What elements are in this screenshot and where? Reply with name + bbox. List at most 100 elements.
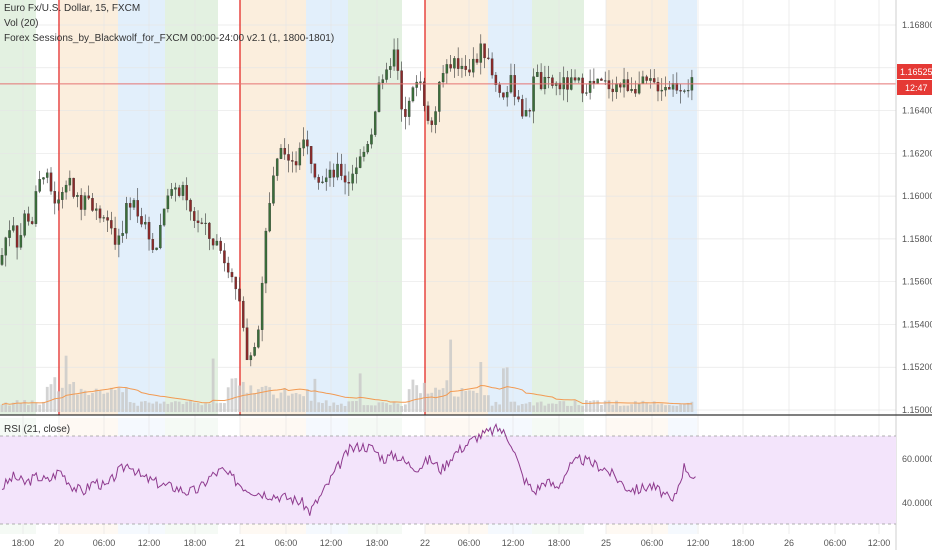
- candle-body[interactable]: [351, 173, 354, 184]
- candle-body[interactable]: [155, 247, 158, 250]
- candle-body[interactable]: [494, 74, 498, 86]
- candle-body[interactable]: [204, 222, 207, 224]
- candle-body[interactable]: [208, 222, 211, 239]
- candle-body[interactable]: [321, 181, 324, 183]
- candle-body[interactable]: [151, 239, 155, 250]
- candle-body[interactable]: [34, 191, 38, 224]
- candle-body[interactable]: [641, 76, 645, 85]
- candle-body[interactable]: [536, 71, 539, 77]
- candle-body[interactable]: [656, 81, 660, 92]
- candle-body[interactable]: [87, 195, 90, 199]
- candle-body[interactable]: [370, 134, 373, 145]
- legend-indicator[interactable]: Forex Sessions_by_Blackwolf_for_FXCM 00:…: [4, 33, 335, 44]
- candle-body[interactable]: [253, 347, 256, 356]
- candle-body[interactable]: [98, 208, 102, 219]
- candle-body[interactable]: [196, 220, 200, 223]
- candle-body[interactable]: [615, 83, 618, 93]
- candle-body[interactable]: [505, 91, 509, 98]
- candle-body[interactable]: [664, 87, 667, 91]
- candle-body[interactable]: [264, 230, 268, 284]
- candle-body[interactable]: [275, 158, 279, 176]
- candle-body[interactable]: [373, 111, 377, 135]
- candle-body[interactable]: [309, 146, 313, 164]
- candle-body[interactable]: [298, 147, 302, 166]
- candle-body[interactable]: [306, 139, 309, 147]
- candle-body[interactable]: [128, 203, 132, 208]
- candle-body[interactable]: [607, 80, 611, 90]
- candle-body[interactable]: [652, 78, 656, 83]
- candle-body[interactable]: [215, 240, 219, 246]
- candle-body[interactable]: [562, 77, 565, 90]
- candle-body[interactable]: [49, 172, 53, 192]
- candle-body[interactable]: [332, 169, 336, 178]
- candle-body[interactable]: [668, 87, 671, 90]
- candle-body[interactable]: [15, 225, 19, 248]
- candle-body[interactable]: [19, 235, 23, 248]
- candle-body[interactable]: [577, 77, 581, 81]
- candle-body[interactable]: [177, 187, 181, 196]
- candle-body[interactable]: [464, 65, 467, 70]
- candle-body[interactable]: [159, 224, 162, 249]
- candle-body[interactable]: [166, 195, 170, 210]
- candle-body[interactable]: [415, 81, 418, 88]
- candle-body[interactable]: [475, 58, 479, 63]
- candle-body[interactable]: [79, 195, 83, 210]
- candle-body[interactable]: [411, 87, 415, 102]
- candle-body[interactable]: [611, 88, 614, 93]
- candle-body[interactable]: [226, 262, 230, 273]
- candle-body[interactable]: [313, 163, 317, 178]
- candle-body[interactable]: [419, 81, 422, 83]
- candle-body[interactable]: [483, 43, 486, 59]
- candle-body[interactable]: [64, 184, 68, 193]
- candle-body[interactable]: [362, 151, 366, 157]
- candle-body[interactable]: [38, 179, 41, 192]
- candle-body[interactable]: [140, 216, 143, 225]
- candle-body[interactable]: [336, 163, 339, 178]
- candle-body[interactable]: [234, 276, 237, 290]
- candle-body[interactable]: [347, 182, 351, 184]
- candle-body[interactable]: [649, 78, 652, 81]
- legend-rsi[interactable]: RSI (21, close): [4, 424, 71, 435]
- candle-body[interactable]: [117, 235, 121, 245]
- candlesticks[interactable]: [0, 34, 694, 367]
- candle-body[interactable]: [324, 177, 328, 183]
- candle-body[interactable]: [675, 83, 679, 91]
- candle-body[interactable]: [449, 64, 452, 69]
- candle-body[interactable]: [381, 79, 385, 83]
- candle-body[interactable]: [524, 110, 528, 117]
- candle-body[interactable]: [121, 233, 124, 236]
- candle-body[interactable]: [125, 203, 128, 234]
- time-axis[interactable]: 18:00 20 06:00 12:00 18:00 21 06:00 12:00 18:00 2…: [12, 538, 891, 548]
- candle-body[interactable]: [588, 80, 592, 93]
- candle-body[interactable]: [392, 49, 396, 67]
- candle-body[interactable]: [426, 105, 430, 121]
- candle-body[interactable]: [468, 69, 471, 73]
- candle-body[interactable]: [460, 65, 464, 69]
- candle-body[interactable]: [4, 237, 8, 256]
- candle-body[interactable]: [453, 58, 456, 69]
- candle-body[interactable]: [245, 327, 249, 361]
- candle-body[interactable]: [592, 80, 596, 84]
- candle-body[interactable]: [521, 99, 524, 117]
- candle-body[interactable]: [249, 355, 253, 361]
- candle-body[interactable]: [95, 208, 98, 211]
- candle-body[interactable]: [193, 211, 196, 221]
- candle-body[interactable]: [223, 250, 226, 264]
- candle-body[interactable]: [407, 100, 411, 117]
- candle-body[interactable]: [174, 187, 177, 190]
- candle-body[interactable]: [660, 89, 664, 92]
- candle-body[interactable]: [12, 225, 15, 231]
- candle-body[interactable]: [539, 71, 543, 90]
- candle-body[interactable]: [291, 160, 294, 162]
- candle-body[interactable]: [189, 199, 192, 212]
- candle-body[interactable]: [377, 82, 381, 112]
- candle-body[interactable]: [27, 213, 30, 222]
- candle-body[interactable]: [490, 58, 494, 76]
- candle-body[interactable]: [498, 84, 501, 93]
- candle-body[interactable]: [8, 230, 11, 238]
- candle-body[interactable]: [517, 96, 520, 100]
- rsi-axis[interactable]: 60.0000 40.0000: [902, 454, 932, 508]
- candle-body[interactable]: [585, 92, 588, 94]
- candle-body[interactable]: [547, 76, 550, 79]
- candle-body[interactable]: [543, 76, 547, 90]
